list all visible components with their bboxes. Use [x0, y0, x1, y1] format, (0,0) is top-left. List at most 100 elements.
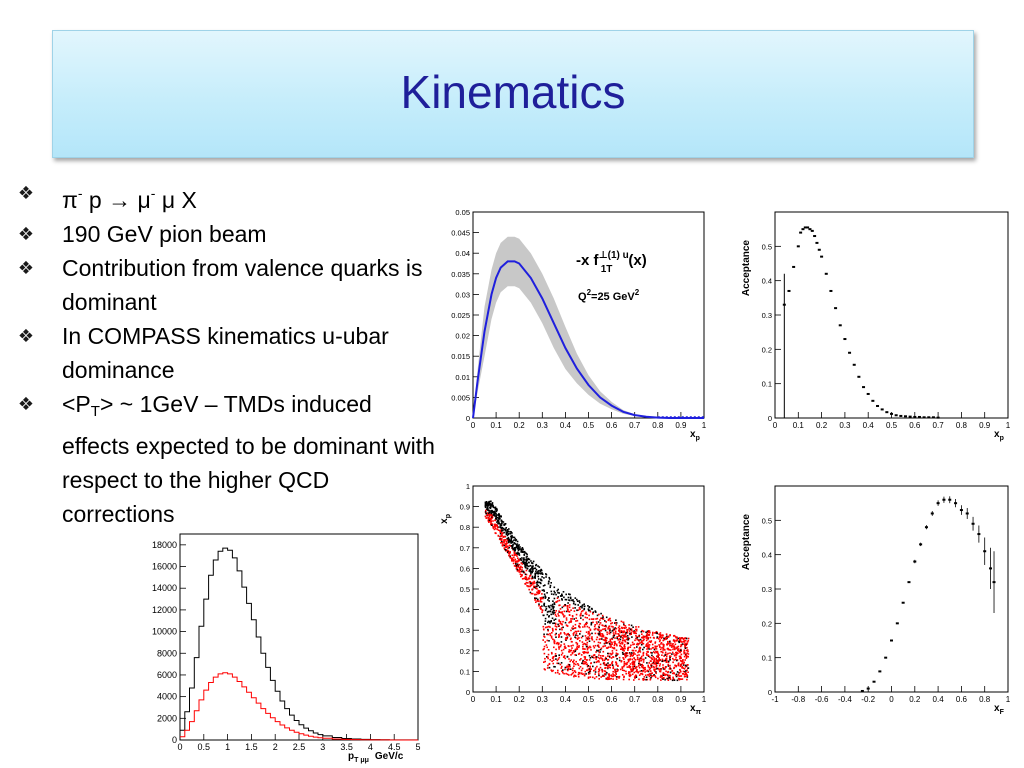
scatter-point: [628, 666, 630, 668]
scatter-point: [655, 671, 657, 673]
scatter-point: [644, 674, 647, 676]
scatter-point: [631, 673, 634, 676]
scatter-point: [645, 676, 648, 678]
scatter-point: [549, 626, 551, 628]
scatter-point: [537, 570, 539, 573]
scatter-point: [524, 577, 526, 580]
scatter-point: [642, 667, 645, 670]
scatter-point: [588, 618, 591, 621]
scatter-point: [591, 636, 593, 638]
y-tick-label: 2000: [157, 713, 177, 723]
scatter-point: [494, 513, 496, 516]
scatter-point: [623, 631, 626, 633]
scatter-point: [485, 509, 487, 512]
scatter-point: [510, 557, 513, 559]
data-point: [876, 404, 880, 407]
scatter-point: [572, 607, 574, 609]
scatter-point: [684, 647, 687, 649]
scatter-point: [662, 678, 664, 680]
scatter-point: [633, 632, 635, 634]
scatter-point: [557, 643, 560, 646]
scatter-point: [528, 575, 531, 577]
scatter-point: [554, 672, 557, 674]
scatter-point: [670, 644, 673, 647]
scatter-point: [679, 651, 681, 654]
scatter-point: [537, 591, 539, 593]
scatter-point: [488, 503, 491, 506]
scatter-point: [547, 628, 549, 631]
scatter-point: [579, 605, 582, 608]
scatter-point: [667, 648, 670, 650]
scatter-point: [657, 660, 659, 662]
scatter-point: [500, 519, 503, 522]
scatter-point: [648, 633, 651, 636]
scatter-point: [598, 673, 600, 675]
scatter-point: [549, 634, 552, 637]
scatter-point: [615, 624, 618, 626]
scatter-point: [615, 662, 618, 665]
y-tick-label: 0.045: [451, 229, 470, 238]
scatter-point: [487, 520, 490, 522]
scatter-point: [534, 582, 536, 584]
scatter-point: [685, 643, 688, 646]
scatter-point: [530, 584, 533, 586]
scatter-point: [598, 638, 601, 641]
x-axis-label-main: x: [994, 429, 1000, 440]
scatter-point: [609, 620, 612, 622]
scatter-point: [498, 521, 500, 524]
scatter-point: [504, 548, 507, 551]
scatter-point: [517, 549, 520, 552]
scatter-point: [503, 547, 506, 549]
scatter-point: [518, 569, 521, 571]
scatter-point: [647, 655, 650, 657]
scatter-point: [580, 617, 582, 619]
scatter-point: [612, 667, 614, 670]
data-point: [806, 226, 810, 229]
scatter-point: [561, 628, 563, 631]
scatter-point: [611, 622, 614, 624]
scatter-point: [680, 653, 683, 656]
scatter-point: [632, 643, 634, 646]
scatter-point: [540, 597, 543, 599]
scatter-point: [632, 663, 634, 665]
scatter-point: [538, 590, 541, 592]
scatter-point: [671, 670, 674, 672]
scatter-point: [537, 570, 540, 572]
scatter-point: [597, 671, 600, 673]
scatter-point: [621, 631, 623, 634]
scatter-point: [509, 551, 511, 553]
scatter-point: [583, 624, 586, 626]
scatter-point: [553, 597, 556, 600]
scatter-point: [605, 664, 608, 666]
scatter-point: [589, 629, 592, 632]
scatter-point: [636, 635, 638, 638]
scatter-point: [553, 665, 555, 668]
scatter-point: [659, 659, 661, 661]
scatter-point: [642, 670, 644, 673]
scatter-point: [680, 644, 683, 647]
scatter-point: [570, 618, 572, 620]
scatter-point: [564, 666, 567, 669]
scatter-point: [629, 632, 631, 635]
scatter-point: [586, 643, 588, 646]
scatter-point: [499, 531, 502, 534]
scatter-point: [601, 675, 604, 677]
scatter-point: [619, 642, 622, 645]
scatter-point: [515, 563, 517, 565]
scatter-point: [662, 673, 664, 675]
scatter-point: [495, 514, 498, 516]
scatter-point: [583, 605, 586, 607]
scatter-point: [573, 600, 575, 603]
scatter-point: [589, 610, 592, 613]
scatter-point: [624, 647, 626, 650]
scatter-point: [642, 661, 645, 663]
scatter-point: [677, 637, 679, 640]
scatter-point: [535, 585, 538, 588]
scatter-point: [586, 617, 588, 619]
scatter-point: [614, 669, 616, 671]
bullet-text: In COMPASS kinematics u-ubar dominance: [62, 323, 389, 383]
scatter-point: [488, 521, 490, 523]
data-point: [848, 351, 852, 354]
y-axis-label: Acceptance: [741, 240, 752, 297]
scatter-point: [557, 591, 559, 594]
